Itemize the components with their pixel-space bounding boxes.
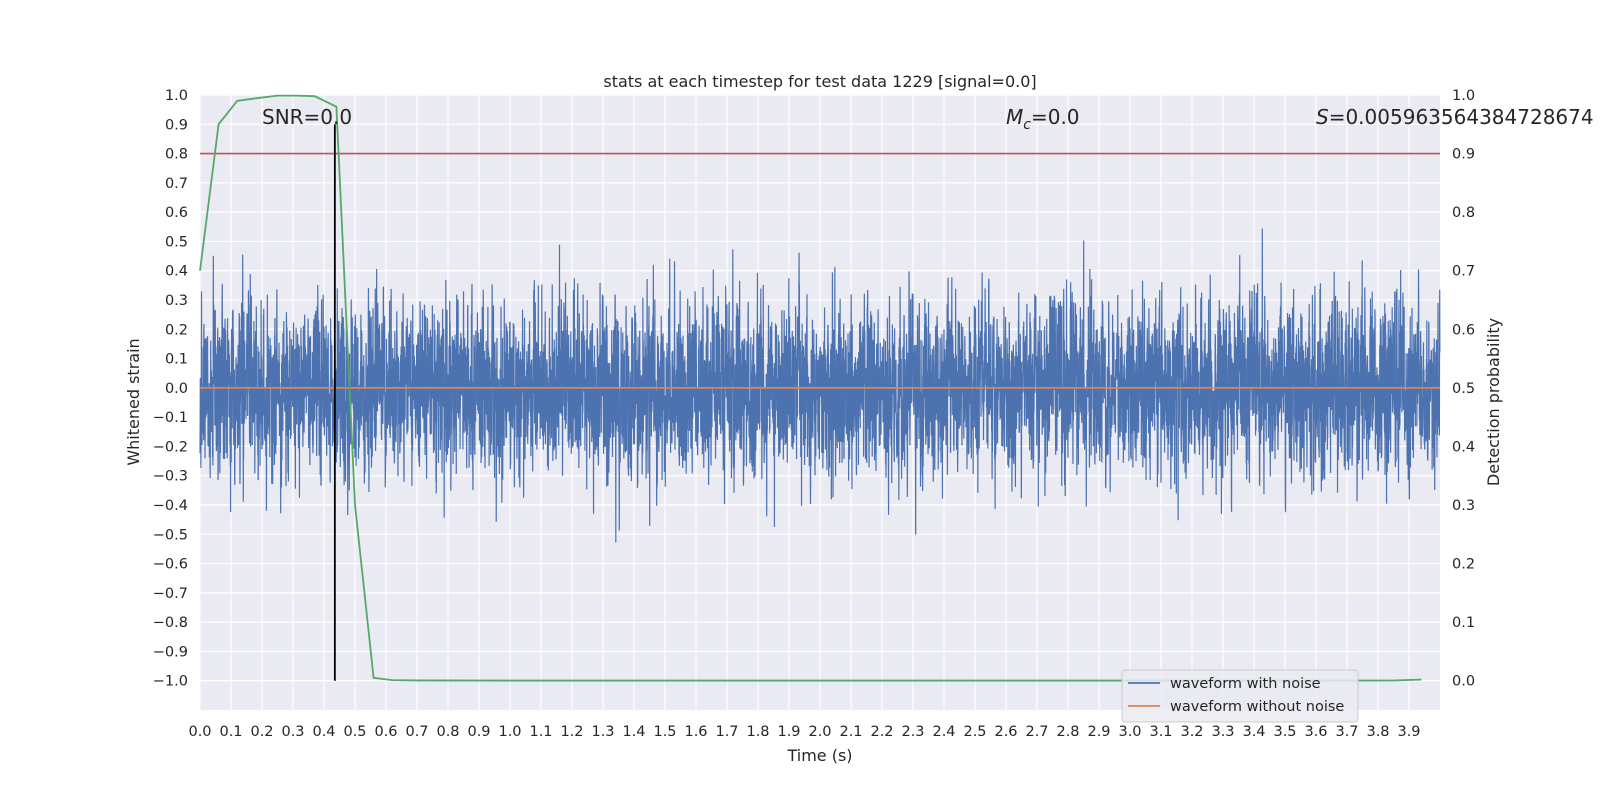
annotation-mc: Mc=0.0	[1006, 105, 1080, 133]
y-tick-label: −0.4	[153, 498, 188, 514]
x-tick-label: 3.5	[1273, 724, 1296, 740]
y-tick-label: 0.7	[165, 176, 188, 192]
y2-tick-label: 0.8	[1452, 205, 1475, 221]
x-tick-label: 0.8	[436, 724, 459, 740]
x-axis-label: Time (s)	[786, 746, 852, 765]
x-tick-label: 2.6	[994, 724, 1017, 740]
x-tick-label: 0.3	[281, 724, 304, 740]
y2-tick-label: 1.0	[1452, 88, 1475, 104]
y2-tick-label: 0.3	[1452, 498, 1475, 514]
x-tick-label: 0.2	[250, 724, 273, 740]
legend-box	[1121, 669, 1359, 723]
y2-tick-label: 0.9	[1452, 147, 1475, 163]
y-tick-label: −1.0	[153, 674, 188, 690]
series-waveform-with-noise	[199, 228, 1441, 543]
y-tick-label: −0.1	[153, 410, 188, 426]
x-tick-label: 1.3	[591, 724, 614, 740]
x-tick-label: 2.2	[870, 724, 893, 740]
probability-path	[199, 94, 1422, 682]
x-tick-label: 1.0	[498, 724, 521, 740]
x-tick-label: 2.9	[1087, 724, 1110, 740]
y2-tick-label: 0.5	[1452, 381, 1475, 397]
x-tick-label: 2.8	[1056, 724, 1079, 740]
annotation-s-value: =0.005963564384728674	[1329, 105, 1594, 129]
x-tick-label: 3.3	[1211, 724, 1234, 740]
x-tick-labels: 0.0 0.1 0.2 0.3 0.4 0.5 0.6 0.7 0.8 0.9 1.0 1.1 1.2 1…	[188, 724, 1420, 740]
chart-title: stats at each timestep for test data 122…	[603, 72, 1036, 91]
annotation-snr: SNR=0.0	[262, 105, 352, 129]
y-tick-label: 1.0	[165, 88, 188, 104]
y2-tick-label: 0.0	[1452, 674, 1475, 690]
y-tick-label: 0.8	[165, 147, 188, 163]
legend-label-clean: waveform without noise	[1170, 699, 1344, 715]
x-tick-label: 2.0	[808, 724, 831, 740]
y2-tick-label: 0.4	[1452, 439, 1475, 455]
x-tick-label: 3.4	[1242, 724, 1265, 740]
legend: waveform with noise waveform without noi…	[1121, 669, 1359, 723]
x-tick-label: 0.5	[343, 724, 366, 740]
y2-tick-label: 0.1	[1452, 615, 1475, 631]
y-tick-label: 0.2	[165, 322, 188, 338]
y-tick-label: −0.7	[153, 586, 188, 602]
y-tick-label: 0.0	[165, 381, 188, 397]
annotation-s-symbol: S	[1316, 105, 1329, 129]
x-tick-label: 3.1	[1149, 724, 1172, 740]
series-detection-probability	[199, 94, 1422, 682]
y2-tick-label: 0.2	[1452, 557, 1475, 573]
annotation-mc-symbol: M	[1006, 105, 1023, 129]
x-tick-label: 1.9	[777, 724, 800, 740]
y-tick-label: 0.3	[165, 293, 188, 309]
x-tick-label: 0.9	[467, 724, 490, 740]
y-tick-label: −0.5	[153, 527, 188, 543]
y-tick-label: −0.9	[153, 644, 188, 660]
y-tick-label: 0.9	[165, 117, 188, 133]
noise-path	[199, 228, 1441, 543]
x-tick-label: 3.0	[1118, 724, 1141, 740]
y2-tick-label: 0.7	[1452, 264, 1475, 280]
y-tick-label: 0.6	[165, 205, 188, 221]
x-tick-label: 1.2	[560, 724, 583, 740]
y-tick-label: −0.3	[153, 469, 188, 485]
y-tick-label: 0.5	[165, 234, 188, 250]
legend-label-noise: waveform with noise	[1170, 676, 1321, 692]
annotation-mc-value: =0.0	[1031, 105, 1080, 129]
x-tick-label: 1.8	[746, 724, 769, 740]
y-tick-label: 0.4	[165, 264, 188, 280]
x-tick-label: 1.4	[622, 724, 645, 740]
x-tick-label: 2.7	[1025, 724, 1048, 740]
y-tick-labels: 1.0 0.9 0.8 0.7 0.6 0.5 0.4 0.3 0.2 0.1 0.0 −0.1 −0.…	[153, 88, 188, 690]
x-tick-label: 1.5	[653, 724, 676, 740]
y2-tick-labels: 1.0 0.9 0.8 0.7 0.6 0.5 0.4 0.3 0.2 0.1 0.0	[1452, 88, 1475, 690]
x-tick-label: 2.1	[839, 724, 862, 740]
y-tick-label: 0.1	[165, 352, 188, 368]
x-tick-label: 0.7	[405, 724, 428, 740]
y-tick-label: −0.8	[153, 615, 188, 631]
x-tick-label: 2.5	[963, 724, 986, 740]
y2-axis-label: Detection probability	[1484, 318, 1503, 486]
y-axis-label: Whitened strain	[124, 338, 143, 465]
y-tick-label: −0.2	[153, 439, 188, 455]
x-tick-label: 3.2	[1180, 724, 1203, 740]
x-tick-label: 1.1	[529, 724, 552, 740]
x-tick-label: 0.0	[188, 724, 211, 740]
y-tick-label: −0.6	[153, 557, 188, 573]
x-tick-label: 0.1	[219, 724, 242, 740]
x-tick-label: 2.4	[932, 724, 955, 740]
x-tick-label: 0.4	[312, 724, 335, 740]
annotation-mc-subscript: c	[1023, 117, 1031, 133]
x-tick-label: 3.7	[1335, 724, 1358, 740]
x-tick-label: 0.6	[374, 724, 397, 740]
annotation-s: S=0.005963564384728674	[1316, 105, 1594, 129]
x-tick-label: 1.6	[684, 724, 707, 740]
x-tick-label: 3.8	[1366, 724, 1389, 740]
x-tick-label: 3.6	[1304, 724, 1327, 740]
x-tick-label: 2.3	[901, 724, 924, 740]
x-tick-label: 3.9	[1397, 724, 1420, 740]
x-tick-label: 1.7	[715, 724, 738, 740]
y2-tick-label: 0.6	[1452, 322, 1475, 338]
